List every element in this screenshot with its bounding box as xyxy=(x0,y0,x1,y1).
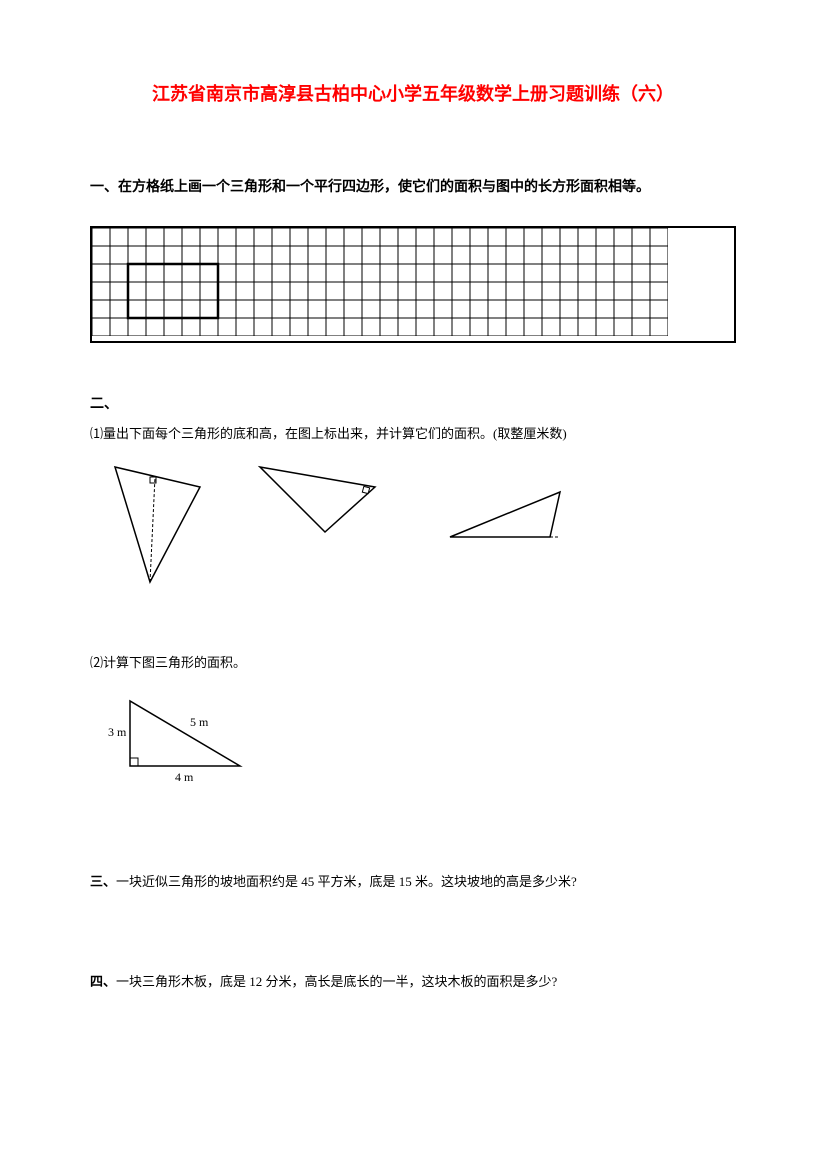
side-b-label: 4 m xyxy=(175,770,194,784)
section-3: 三、一块近似三角形的坡地面积约是 45 平方米，底是 15 米。这块坡地的高是多… xyxy=(90,871,736,891)
section-3-text: 三、一块近似三角形的坡地面积约是 45 平方米，底是 15 米。这块坡地的高是多… xyxy=(90,874,577,889)
section-4-text: 四、一块三角形木板，底是 12 分米，高长是底长的一半，这块木板的面积是多少? xyxy=(90,974,557,989)
grid-paper xyxy=(90,226,736,343)
section-3-prefix: 三、 xyxy=(90,874,116,889)
triangle-3 xyxy=(430,457,570,592)
section-4-prefix: 四、 xyxy=(90,974,116,989)
triangles-row xyxy=(90,457,736,592)
side-c-label: 5 m xyxy=(190,715,209,729)
side-a-label: 3 m xyxy=(108,725,127,739)
triangle-2 xyxy=(250,457,390,592)
section-3-body: 一块近似三角形的坡地面积约是 45 平方米，底是 15 米。这块坡地的高是多少米… xyxy=(116,874,577,889)
triangle-1 xyxy=(100,457,210,592)
section-1-heading: 一、在方格纸上画一个三角形和一个平行四边形，使它们的面积与图中的长方形面积相等。 xyxy=(90,176,736,196)
page-title: 江苏省南京市高淳县古柏中心小学五年级数学上册习题训练（六） xyxy=(90,80,736,106)
right-triangle-figure: 3 m 4 m 5 m xyxy=(90,686,736,791)
section-2-item-1: ⑴量出下面每个三角形的底和高，在图上标出来，并计算它们的面积。(取整厘米数) xyxy=(90,423,736,442)
section-4-body: 一块三角形木板，底是 12 分米，高长是底长的一半，这块木板的面积是多少? xyxy=(116,974,557,989)
section-2-label: 二、 xyxy=(90,393,736,413)
section-4: 四、一块三角形木板，底是 12 分米，高长是底长的一半，这块木板的面积是多少? xyxy=(90,971,736,991)
section-2-item-2: ⑵计算下图三角形的面积。 xyxy=(90,652,736,671)
